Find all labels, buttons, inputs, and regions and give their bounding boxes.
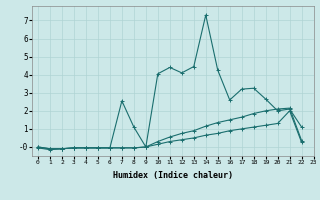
X-axis label: Humidex (Indice chaleur): Humidex (Indice chaleur)	[113, 171, 233, 180]
